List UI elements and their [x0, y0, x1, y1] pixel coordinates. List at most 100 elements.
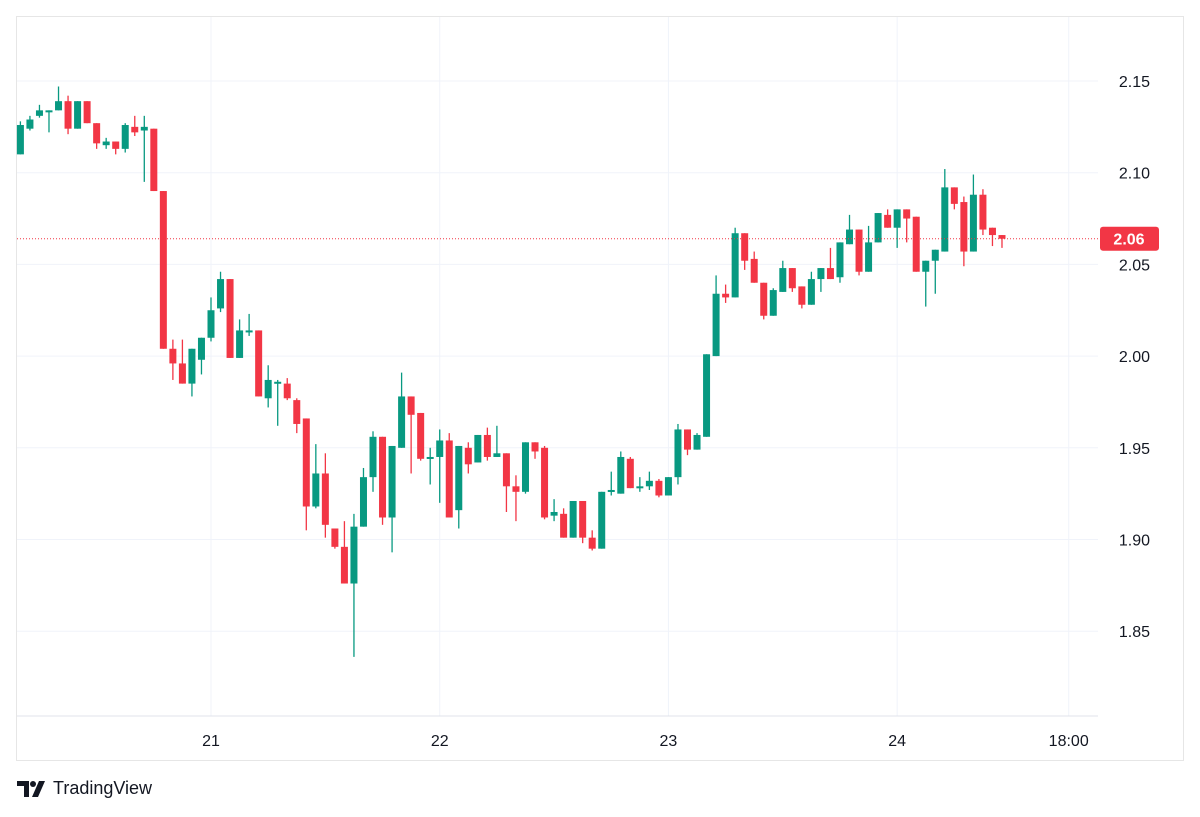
candle-body [150, 128, 158, 192]
candle-down [884, 209, 892, 228]
candle-body [998, 235, 1006, 239]
candle-down [483, 427, 491, 461]
candle-up [703, 354, 711, 437]
candle-body [531, 442, 539, 452]
candle-body [760, 282, 768, 316]
candle-up [26, 115, 34, 131]
x-tick-label: 23 [660, 733, 678, 750]
candle-down [588, 530, 596, 551]
candle-down [464, 442, 472, 474]
candle-up [636, 477, 644, 492]
candle-body [655, 480, 663, 496]
candle-down [331, 528, 339, 549]
candle-up [474, 434, 482, 463]
candle-down [379, 436, 387, 525]
candle-body [722, 293, 730, 298]
candle-up [369, 431, 377, 492]
candle-body [83, 101, 91, 124]
candle-body [969, 194, 977, 252]
candle-body [426, 456, 434, 459]
candle-body [826, 268, 834, 280]
candle-up [236, 319, 244, 358]
tradingview-logo[interactable]: TradingView [17, 778, 152, 799]
candle-up [45, 110, 53, 133]
candle-up [874, 213, 882, 243]
candle-up [245, 313, 253, 336]
candle-body [731, 233, 739, 298]
candle-up [312, 444, 320, 509]
candle-up [121, 123, 129, 153]
candle-down [903, 209, 911, 243]
candle-body [131, 126, 139, 133]
candle-up [398, 372, 406, 448]
candle-down [502, 453, 510, 512]
candle-down [93, 123, 101, 149]
candle-body [398, 396, 406, 448]
candle-body [274, 381, 282, 384]
candle-body [502, 453, 510, 487]
candle-up [865, 225, 873, 272]
candle-body [588, 537, 596, 549]
candle-body [445, 440, 453, 518]
y-tick-label: 2.05 [1119, 257, 1150, 274]
candle-up [712, 275, 720, 357]
candle-up [893, 209, 901, 248]
candle-up [207, 297, 215, 342]
candle-down [750, 251, 758, 283]
candle-up [55, 86, 63, 111]
candle-up [969, 174, 977, 252]
candle-body [550, 511, 558, 516]
candle-body [350, 526, 358, 584]
candle-body [102, 141, 110, 146]
candle-up [598, 491, 606, 549]
candle-body [598, 491, 606, 549]
candle-up [607, 471, 615, 496]
tradingview-logo-icon [17, 780, 45, 797]
candles [16, 86, 1006, 657]
candle-up [836, 242, 844, 283]
last-price-badge [1100, 226, 1159, 251]
candle-body [407, 396, 415, 415]
candle-up [274, 379, 282, 426]
y-tick-label: 2.00 [1119, 349, 1150, 366]
candle-down [626, 456, 634, 489]
candle-down [855, 229, 863, 276]
candle-body [865, 242, 873, 272]
candle-body [626, 458, 634, 489]
candle-body [26, 119, 34, 129]
y-tick-label: 1.95 [1119, 441, 1150, 458]
candle-body [321, 473, 329, 525]
candle-body [560, 513, 568, 538]
candle-down [407, 396, 415, 474]
last-price-label: 2.06 [1113, 232, 1144, 249]
candle-body [255, 330, 263, 397]
candle-body [217, 279, 225, 309]
candle-body [236, 330, 244, 358]
candle-down [293, 398, 301, 434]
candle-up [817, 268, 825, 292]
candle-body [207, 310, 215, 338]
candle-body [979, 194, 987, 230]
candle-body [293, 400, 301, 424]
candle-down [417, 412, 425, 461]
candle-body [64, 101, 72, 129]
candle-body [846, 229, 854, 245]
candle-body [264, 379, 272, 399]
candle-down [159, 191, 167, 349]
candle-down [302, 418, 310, 531]
candle-down [960, 196, 968, 267]
candle-down [950, 187, 958, 210]
y-tick-label: 1.90 [1119, 533, 1150, 550]
candle-down [741, 233, 749, 270]
candle-up [521, 442, 529, 494]
x-tick-label: 21 [202, 733, 220, 750]
candle-body [703, 354, 711, 437]
candle-body [960, 202, 968, 252]
candle-up [569, 500, 577, 538]
candle-body [988, 227, 996, 236]
candle-body [93, 123, 101, 144]
candle-body [884, 214, 892, 228]
candle-body [340, 546, 348, 584]
candle-body [455, 445, 463, 511]
